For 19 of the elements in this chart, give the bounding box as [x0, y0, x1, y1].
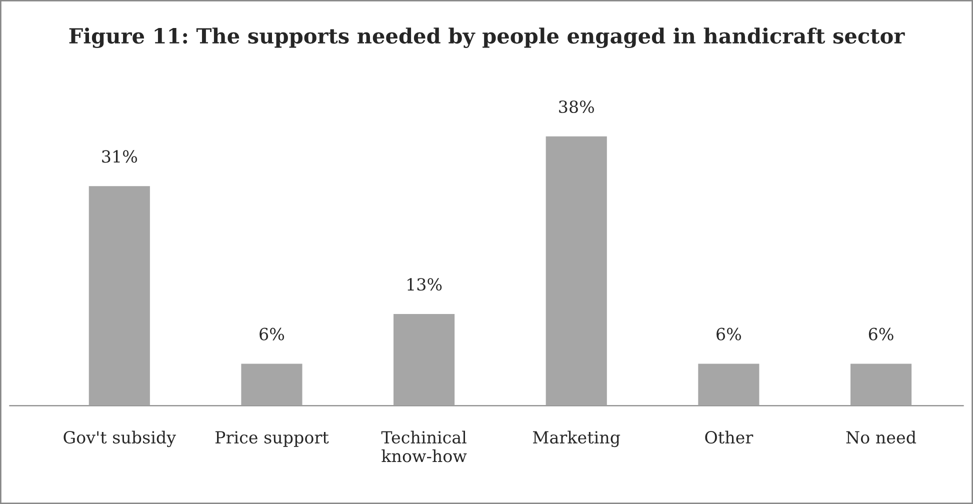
data-label: 6%	[716, 328, 741, 340]
bar	[849, 362, 913, 406]
data-label: 13%	[408, 278, 442, 291]
chart-title: Figure 11: The supports needed by people engaged in handicraft sector	[69, 28, 905, 48]
data-label: 31%	[102, 150, 138, 163]
x-tick-label: Marketing	[533, 430, 620, 448]
bar	[544, 135, 608, 406]
bar	[87, 184, 152, 406]
x-tick-label: Other	[705, 430, 754, 444]
x-tick-label: Techinical know-how	[381, 430, 467, 462]
bar	[696, 362, 761, 406]
x-tick-label: Gov't subsidy	[64, 430, 176, 448]
x-tick-label: No need	[846, 430, 916, 444]
bar	[240, 362, 304, 406]
data-label: 6%	[260, 328, 284, 340]
bar	[392, 312, 456, 406]
data-label: 38%	[559, 100, 594, 114]
x-tick-label: Price support	[215, 431, 329, 447]
data-label: 6%	[868, 328, 894, 340]
